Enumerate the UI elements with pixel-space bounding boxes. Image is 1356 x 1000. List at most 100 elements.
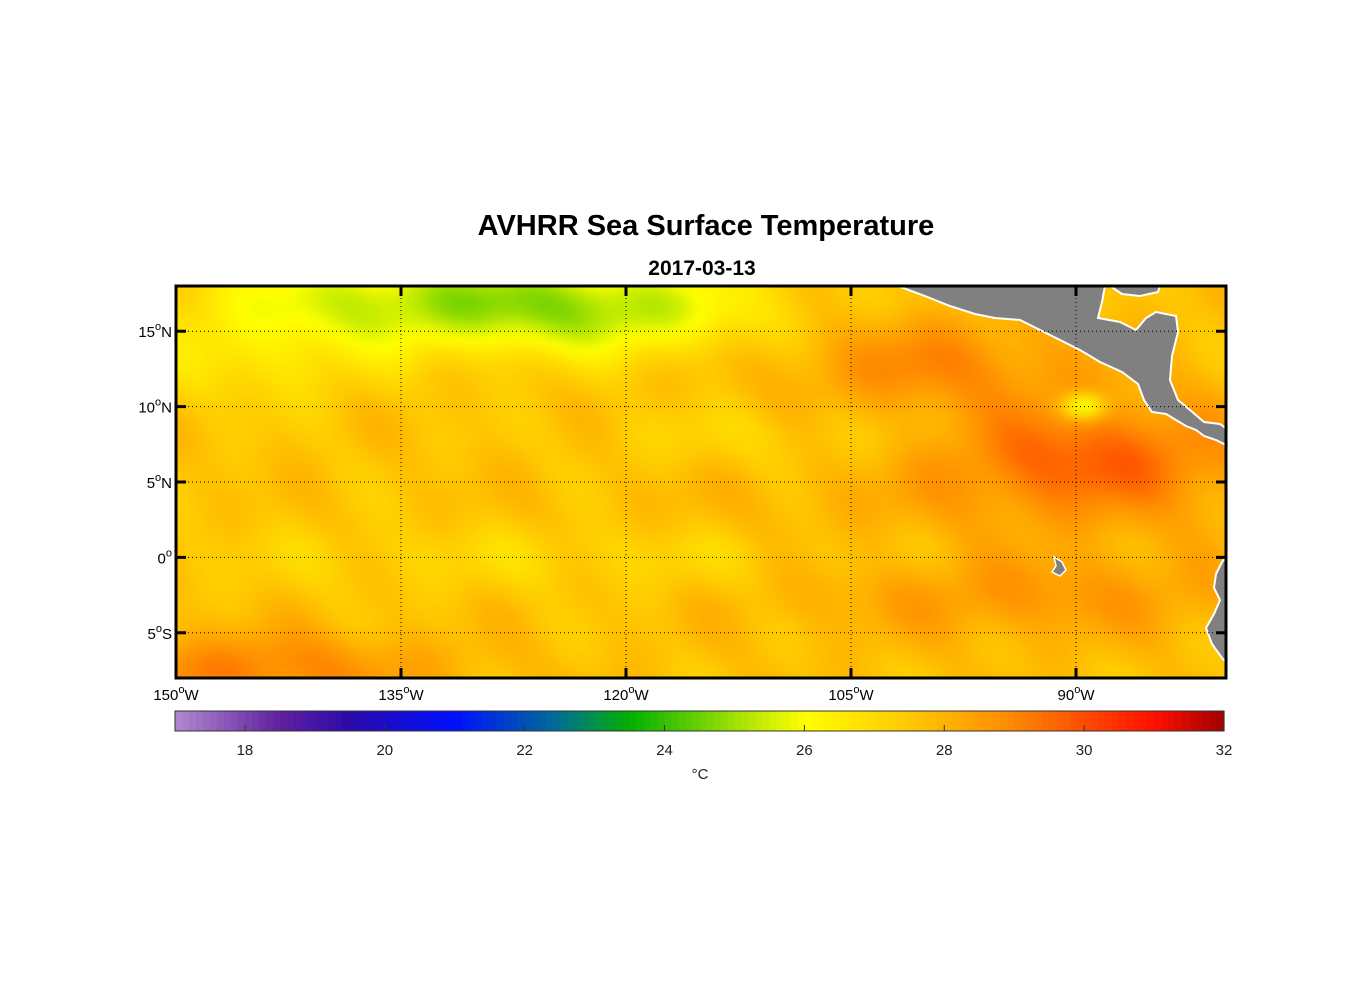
colorbar-cell (643, 711, 652, 731)
colorbar-cell (181, 711, 190, 731)
colorbar-cell (377, 711, 386, 731)
colorbar-cell (881, 711, 889, 731)
colorbar-cell (286, 711, 295, 731)
colorbar-cell (391, 711, 400, 731)
colorbar-cell (1161, 711, 1169, 731)
colorbar-cell (916, 711, 924, 731)
colorbar-cell (1091, 711, 1099, 731)
colorbar-cell (307, 711, 316, 731)
colorbar-cell (426, 711, 435, 731)
colorbar-cell (279, 711, 288, 731)
colorbar-cell (475, 711, 484, 731)
colorbar-cell (461, 711, 470, 731)
colorbar-cell (846, 711, 854, 731)
latitude-label: 5oN (147, 472, 172, 492)
colorbar-cells (175, 711, 1225, 731)
colorbar-cell (664, 711, 673, 731)
colorbar-cell (867, 711, 875, 731)
land-galapagos (1050, 555, 1067, 577)
map-title: AVHRR Sea Surface Temperature (478, 210, 935, 242)
colorbar-cell (608, 711, 617, 731)
colorbar-cell (930, 711, 938, 731)
colorbar-cell (300, 711, 309, 731)
colorbar-cell (1217, 711, 1225, 731)
colorbar-cell (363, 711, 372, 731)
colorbar-cell (412, 711, 421, 731)
colorbar-cell (573, 711, 582, 731)
colorbar-cell (874, 711, 882, 731)
longitude-label: 90oW (1058, 684, 1096, 704)
colorbar-cell (727, 711, 736, 731)
colorbar-cell (692, 711, 701, 731)
map-area (176, 286, 1226, 678)
colorbar-cell (1098, 711, 1106, 731)
map-subtitle: 2017-03-13 (648, 257, 755, 280)
colorbar-cell (559, 711, 568, 731)
colorbar-cell (1077, 711, 1085, 731)
latitude-label: 10oN (138, 397, 172, 417)
colorbar-cell (811, 711, 819, 731)
colorbar-cell (622, 711, 631, 731)
colorbar-tick-label: 24 (656, 742, 673, 759)
colorbar-cell (342, 711, 351, 731)
colorbar-cell (923, 711, 931, 731)
colorbar-cell (1126, 711, 1134, 731)
colorbar-cell (748, 711, 757, 731)
colorbar-unit-label: °C (692, 766, 709, 783)
colorbar-cell (1070, 711, 1078, 731)
colorbar-cell (1140, 711, 1148, 731)
colorbar-cell (1042, 711, 1050, 731)
colorbar-cell (1119, 711, 1127, 731)
colorbar-cell (237, 711, 246, 731)
colorbar-cell (832, 711, 840, 731)
colorbar-cell (433, 711, 442, 731)
colorbar-cell (1084, 711, 1092, 731)
colorbar: 18 20 22 24 26 28 30 32 °C (174, 710, 1232, 783)
colorbar-cell (545, 711, 554, 731)
colorbar-cell (650, 711, 659, 731)
colorbar-cell (356, 711, 365, 731)
colorbar-cell (223, 711, 232, 731)
colorbar-cell (797, 711, 805, 731)
longitude-labels: 150oW 135oW 120oW 105oW 90oW (153, 684, 1095, 704)
colorbar-cell (944, 711, 952, 731)
land-yucatan (1108, 286, 1162, 298)
colorbar-cell (769, 711, 778, 731)
colorbar-cell (776, 711, 785, 731)
longitude-label: 105oW (828, 684, 874, 704)
colorbar-tick-label: 30 (1076, 742, 1093, 759)
colorbar-cell (328, 711, 337, 731)
colorbar-cell (902, 711, 910, 731)
colorbar-cell (1133, 711, 1141, 731)
colorbar-cell (321, 711, 330, 731)
colorbar-cell (175, 711, 183, 731)
colorbar-cell (1035, 711, 1043, 731)
colorbar-cell (335, 711, 344, 731)
colorbar-cell (552, 711, 561, 731)
colorbar-cell (454, 711, 463, 731)
colorbar-cell (783, 711, 792, 731)
colorbar-cell (671, 711, 680, 731)
colorbar-cell (517, 711, 526, 731)
colorbar-cell (188, 711, 197, 731)
longitude-label: 135oW (378, 684, 424, 704)
colorbar-cell (489, 711, 498, 731)
colorbar-cell (895, 711, 903, 731)
colorbar-cell (482, 711, 491, 731)
colorbar-cell (566, 711, 575, 731)
colorbar-cell (1175, 711, 1183, 731)
colorbar-cell (496, 711, 505, 731)
colorbar-cell (615, 711, 624, 731)
colorbar-cell (1028, 711, 1036, 731)
colorbar-cell (755, 711, 764, 731)
colorbar-cell (1154, 711, 1162, 731)
colorbar-cell (804, 711, 812, 731)
colorbar-cell (734, 711, 743, 731)
colorbar-tick-label: 26 (796, 742, 813, 759)
colorbar-cell (258, 711, 267, 731)
colorbar-cell (678, 711, 687, 731)
colorbar-cell (1007, 711, 1015, 731)
colorbar-cell (1056, 711, 1064, 731)
colorbar-cell (272, 711, 281, 731)
colorbar-cell (202, 711, 211, 731)
